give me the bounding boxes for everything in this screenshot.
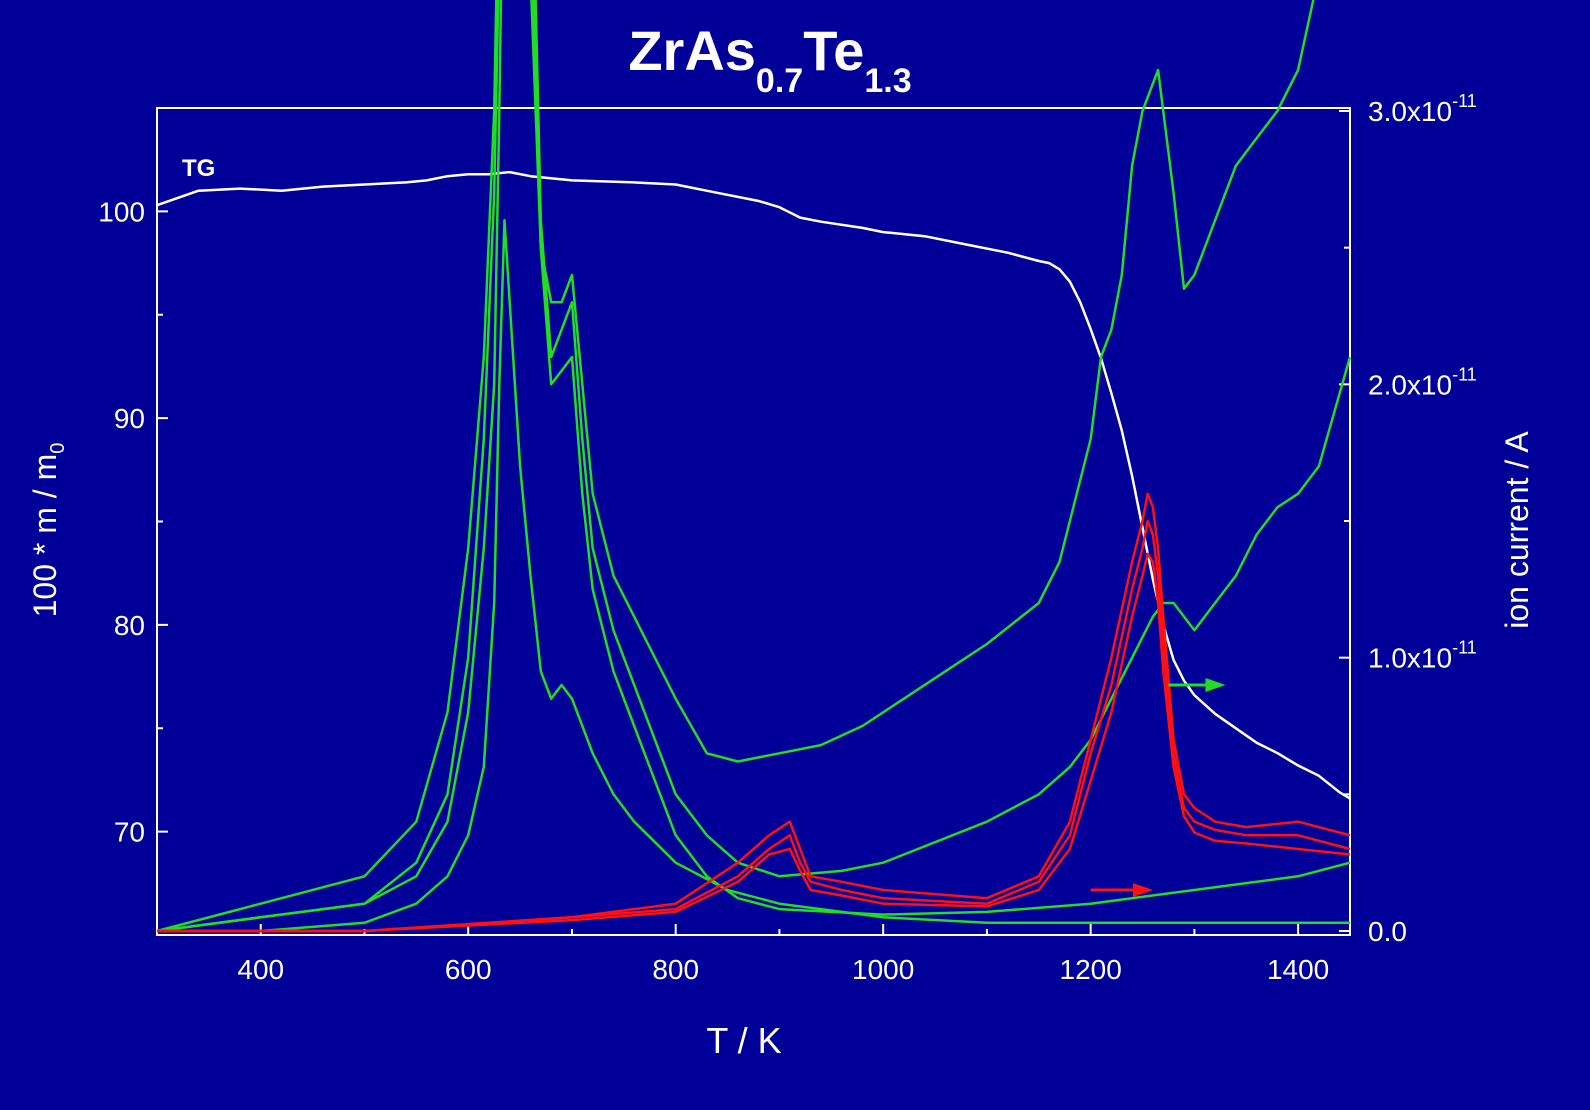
title-base: ZrAs (628, 19, 756, 82)
y-left-label-main: 100 * m / m (27, 454, 63, 618)
y-right-axis-label: ion current / A (1499, 431, 1535, 629)
plot-area: 400 600 800 1000 1200 1400 70 80 90 100 0.0 1.0x10-… (98, 0, 1477, 985)
title-sub2: 1.3 (864, 62, 911, 100)
arrow-head-0 (1205, 678, 1226, 692)
series-line-red-b (157, 519, 1351, 933)
y-right-tick-label-2: 2.0x10-11 (1368, 364, 1477, 400)
series-line-green-mid (156, 0, 1352, 933)
x-tick-label-1400: 1400 (1267, 954, 1329, 985)
x-tick-label-400: 400 (237, 954, 284, 985)
title-mid: Te (803, 19, 864, 82)
series-line-red-a (157, 492, 1351, 933)
title-sub1: 0.7 (756, 62, 803, 100)
y-left-tick-label-100: 100 (98, 196, 145, 227)
y-right-tick-label-0: 0.0 (1368, 916, 1407, 947)
series-line-tg (156, 170, 1351, 800)
x-tick-label-1200: 1200 (1060, 954, 1122, 985)
arrow-head-1 (1132, 883, 1153, 897)
y-left-tick-label-90: 90 (114, 403, 145, 434)
y-left-tick-label-70: 70 (114, 817, 145, 848)
y-left-tick-label-80: 80 (114, 610, 145, 641)
x-tick-label-800: 800 (652, 954, 699, 985)
series-line-red-c (157, 552, 1351, 933)
series-line-green-small (157, 219, 1350, 933)
x-tick-label-1000: 1000 (852, 954, 914, 985)
y-right-tick-label-1: 1.0x10-11 (1368, 638, 1477, 674)
y-right-tick-label-3: 3.0x10-11 (1368, 91, 1477, 127)
y-left-label-sub: 0 (47, 443, 69, 454)
tg-curve-label: TG (182, 155, 215, 182)
y-left-axis-label: 100 * m / m0 (27, 443, 69, 618)
series-line-green-upper (156, 0, 1315, 933)
x-axis-label: T / K (706, 1020, 781, 1061)
x-tick-label-600: 600 (445, 954, 492, 985)
chart-title: ZrAs0.7Te1.3 (628, 19, 911, 100)
